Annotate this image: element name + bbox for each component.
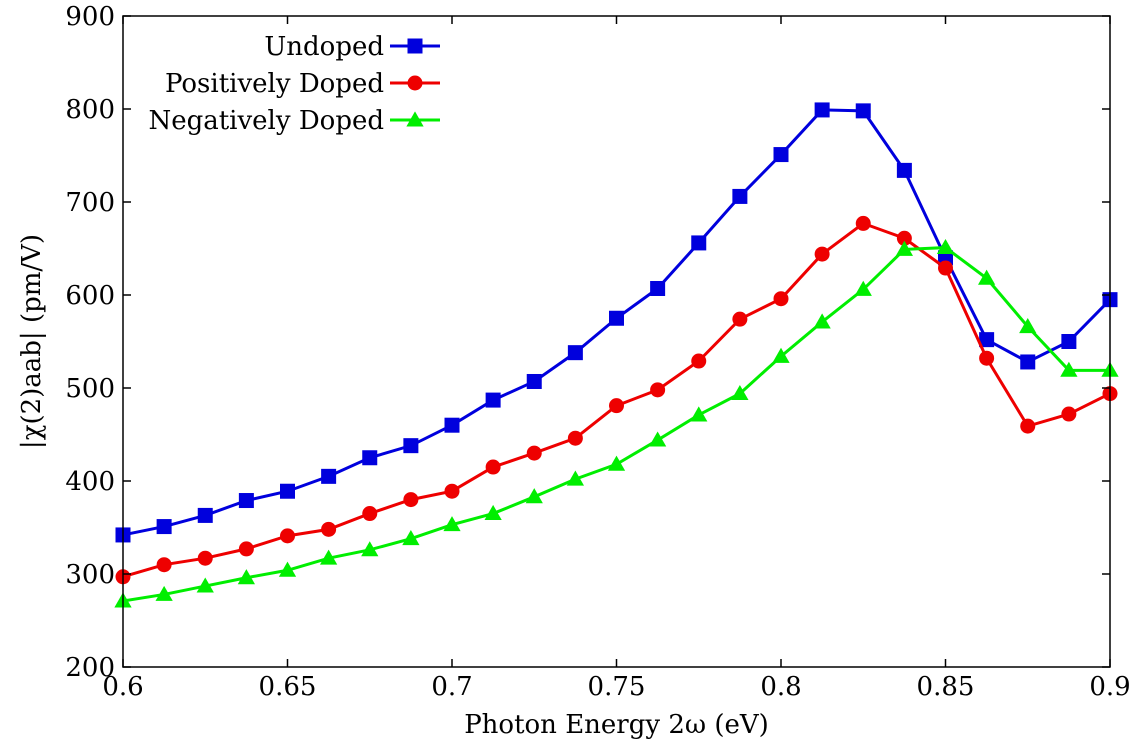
data-point [814, 246, 830, 262]
data-point [609, 310, 624, 326]
data-point [649, 431, 667, 447]
data-point [566, 470, 584, 486]
y-tick-label: 900 [65, 2, 115, 32]
legend-marker [406, 111, 424, 127]
data-point [280, 528, 295, 544]
data-point [567, 430, 583, 446]
data-point [691, 353, 707, 369]
y-tick-label: 800 [65, 95, 115, 125]
data-point [278, 561, 297, 577]
data-point [567, 345, 583, 361]
y-axis-label: |χ(2)aab| (pm/V) [17, 234, 47, 449]
data-point [731, 384, 749, 401]
x-axis-label: Photon Energy 2ω (eV) [464, 710, 769, 740]
y-tick-label: 600 [65, 281, 115, 311]
legend-label: Positively Doped [165, 69, 384, 99]
data-point [526, 445, 542, 461]
data-point [895, 240, 913, 256]
data-point [237, 569, 255, 585]
x-tick-label: 0.8 [760, 672, 801, 702]
series-negatively-doped [114, 238, 1119, 608]
x-tick-label: 0.6 [102, 672, 143, 702]
x-tick-label: 0.65 [259, 672, 317, 702]
data-point [444, 483, 460, 499]
data-point [197, 550, 213, 566]
data-point [525, 488, 543, 504]
data-point [1020, 418, 1036, 434]
data-point [321, 468, 337, 484]
legend-marker [407, 75, 423, 91]
y-tick-label: 500 [65, 374, 115, 404]
data-point [403, 438, 419, 454]
data-point [320, 549, 338, 565]
data-point [814, 102, 830, 118]
legend-marker [407, 38, 423, 54]
legend: Undoped Positively Doped Negatively Doped [148, 32, 440, 136]
data-point [773, 291, 789, 307]
data-point [650, 280, 666, 296]
x-tick-label: 0.85 [917, 672, 975, 702]
data-point [362, 450, 378, 466]
data-point [896, 162, 912, 178]
data-point [156, 557, 172, 573]
data-point [238, 541, 254, 557]
data-point [607, 455, 626, 471]
data-point [238, 493, 254, 509]
data-point [690, 406, 708, 422]
data-point [280, 483, 295, 499]
series-positively-doped [115, 215, 1118, 585]
data-point [938, 260, 953, 276]
data-point [1019, 317, 1037, 334]
data-point [444, 417, 460, 433]
data-point [155, 585, 173, 601]
data-point [485, 392, 501, 408]
data-point [772, 347, 790, 363]
series-undoped [115, 102, 1118, 543]
data-point [854, 280, 872, 296]
data-point [609, 398, 624, 414]
data-point [978, 269, 996, 285]
series-layer [114, 102, 1119, 608]
y-tick-label: 700 [65, 188, 115, 218]
data-point [979, 350, 995, 366]
data-point [1061, 406, 1077, 422]
legend-label: Negatively Doped [148, 106, 384, 136]
ticks-layer: 0.6 0.65 0.7 0.75 0.8 0.85 0.9 200 300 400 500 600 7… [65, 2, 1130, 702]
y-tick-label: 300 [65, 560, 115, 590]
data-point [732, 311, 748, 327]
data-point [691, 235, 707, 251]
data-point [403, 492, 419, 508]
data-point [321, 521, 337, 537]
data-point [813, 313, 831, 329]
data-point [650, 382, 666, 398]
data-point [855, 215, 871, 231]
data-point [443, 516, 461, 532]
data-point [156, 519, 172, 535]
data-point [526, 373, 542, 389]
data-point [1061, 334, 1077, 349]
data-point [361, 541, 379, 557]
y-tick-label: 400 [65, 467, 115, 497]
data-point [855, 103, 871, 119]
data-point [197, 507, 213, 523]
data-point [979, 332, 995, 348]
x-tick-label: 0.75 [588, 672, 646, 702]
x-tick-label: 0.9 [1089, 672, 1130, 702]
data-point [196, 577, 214, 593]
data-point [732, 188, 748, 204]
data-point [362, 506, 378, 522]
data-point [896, 230, 912, 246]
y-tick-label: 200 [65, 653, 115, 683]
data-point [936, 238, 955, 255]
data-point [773, 147, 789, 163]
x-tick-label: 0.7 [431, 672, 472, 702]
legend-label: Undoped [264, 32, 384, 62]
data-point [402, 530, 420, 546]
data-point [484, 504, 502, 521]
data-point [1020, 354, 1036, 370]
data-point [1060, 361, 1078, 377]
data-point [485, 459, 501, 475]
